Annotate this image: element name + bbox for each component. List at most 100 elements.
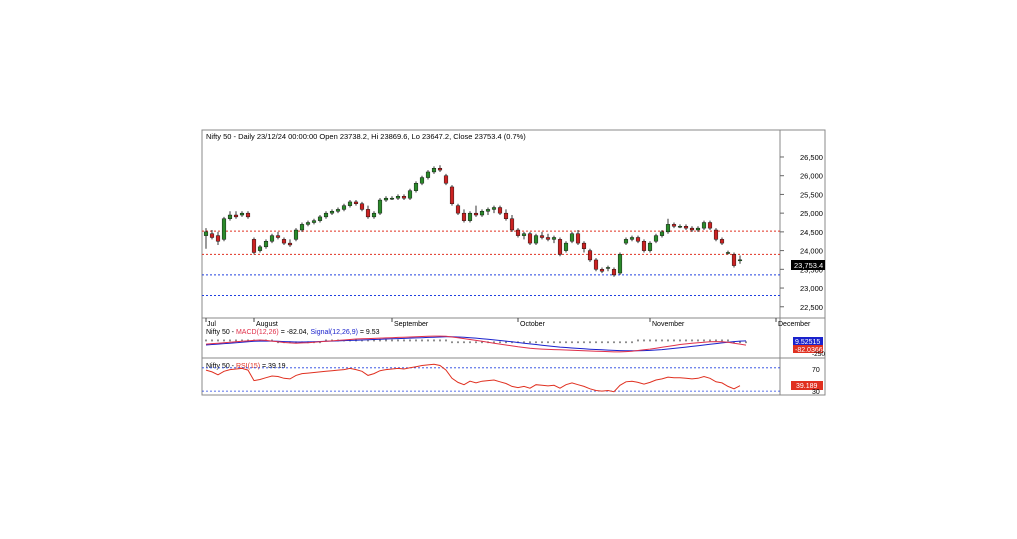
candle xyxy=(251,237,257,255)
candle xyxy=(227,211,233,221)
candle-body xyxy=(623,239,629,244)
candle xyxy=(479,209,485,217)
candle xyxy=(485,207,491,216)
candle xyxy=(587,248,593,262)
candle-body xyxy=(629,237,635,240)
candle-body xyxy=(605,267,611,269)
candle xyxy=(713,228,719,242)
candle-body xyxy=(653,235,659,242)
chart-border xyxy=(201,129,826,396)
y-tick-label: 24,500 xyxy=(800,228,823,237)
candle xyxy=(215,231,221,245)
candle xyxy=(341,203,347,212)
candle-body xyxy=(593,259,599,270)
candle xyxy=(617,252,623,275)
candle-body xyxy=(701,222,707,229)
candle xyxy=(311,218,317,225)
candle-body xyxy=(521,233,527,236)
candle-body xyxy=(401,196,407,199)
candle-body xyxy=(587,250,593,261)
rsi-levels xyxy=(202,367,780,392)
candle xyxy=(233,211,239,219)
rsi-header-value: = 39.19 xyxy=(260,363,286,370)
candle-body xyxy=(503,212,509,219)
candle-body xyxy=(371,212,377,218)
candle xyxy=(239,211,245,217)
candle-body xyxy=(473,212,479,216)
macd-header-signal-name: Signal(12,26,9) xyxy=(310,329,357,336)
candle-body xyxy=(533,235,539,244)
signal-badge-bg xyxy=(793,337,823,345)
candle-body xyxy=(275,235,281,238)
rsi-header-name: RSI(15) xyxy=(236,363,260,370)
x-tick-label: November xyxy=(652,321,685,328)
candle-body xyxy=(527,233,533,244)
candle xyxy=(641,239,647,253)
candle xyxy=(569,231,575,244)
candle-body xyxy=(305,222,311,225)
candle-body xyxy=(737,259,743,262)
x-tick-label: Jul xyxy=(207,321,216,328)
candle-body xyxy=(497,207,503,214)
candle xyxy=(455,203,461,216)
candle xyxy=(203,228,209,249)
y-tick-label: 26,500 xyxy=(800,153,823,162)
y-tick-label: 23,000 xyxy=(800,284,823,293)
rsi-badge-bg xyxy=(791,381,823,390)
candle-body xyxy=(611,269,617,276)
last-price-label: 23,753.4 xyxy=(794,261,823,270)
candle xyxy=(731,252,737,268)
candle xyxy=(653,233,659,244)
candle xyxy=(407,188,413,201)
candle-body xyxy=(539,235,545,238)
candle-body xyxy=(647,242,653,251)
rsi-y-tick-30: 30 xyxy=(812,389,820,396)
candle-body xyxy=(335,209,341,212)
candle-body xyxy=(419,177,425,184)
rsi-y-tick-70: 70 xyxy=(812,367,820,374)
macd-header-macd-name: MACD(12,26) xyxy=(236,329,279,336)
macd-histogram xyxy=(205,339,747,344)
candle-body xyxy=(659,231,665,236)
candle-body xyxy=(413,182,419,191)
macd-panel: Nifty 50 - MACD(12,26) = -82.04, Signal(… xyxy=(205,329,825,358)
candle-body xyxy=(365,209,371,218)
candle-body xyxy=(689,227,695,231)
candle xyxy=(293,228,299,242)
y-tick-label: 25,000 xyxy=(800,209,823,218)
candle xyxy=(335,207,341,214)
x-tick-label: September xyxy=(394,321,429,328)
candle xyxy=(737,255,743,264)
candle-body xyxy=(329,211,335,214)
macd-y-tick: -250 xyxy=(812,351,825,358)
candle-body xyxy=(665,224,671,233)
candle xyxy=(467,211,473,223)
candle xyxy=(593,258,599,272)
candle-body xyxy=(449,186,455,204)
candle xyxy=(701,220,707,230)
candle-body xyxy=(269,235,275,242)
candle xyxy=(275,231,281,240)
candle xyxy=(317,215,323,223)
candle xyxy=(677,224,683,229)
candle xyxy=(563,241,569,253)
candle-body xyxy=(221,218,227,240)
candle xyxy=(509,215,515,232)
candle-body xyxy=(293,229,299,240)
candle xyxy=(413,181,419,193)
candle xyxy=(533,233,539,245)
candle xyxy=(461,209,467,223)
candle xyxy=(425,170,431,180)
candle xyxy=(503,209,509,221)
candle xyxy=(557,237,563,257)
candle-body xyxy=(635,237,641,242)
candle-body xyxy=(515,229,521,236)
candle-body xyxy=(407,190,413,199)
macd-badge-label: -82.0366 xyxy=(795,347,823,354)
y-tick-label: 25,500 xyxy=(800,190,823,199)
rsi-badge-label: 39.189 xyxy=(796,383,818,390)
candle-body xyxy=(389,197,395,200)
candle-body xyxy=(227,214,233,219)
macd-line xyxy=(205,335,747,353)
signal-badge-label: 9.52515 xyxy=(795,339,820,346)
